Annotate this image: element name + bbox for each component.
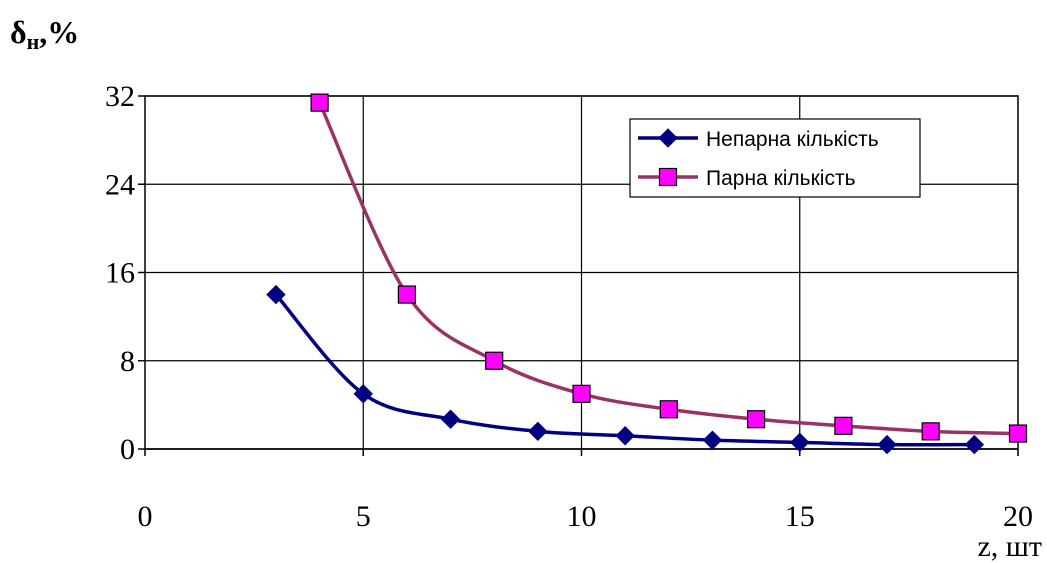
data-point <box>528 421 548 442</box>
data-point <box>572 384 591 403</box>
data-point <box>615 426 635 446</box>
data-point <box>790 432 810 453</box>
y-tick-label: 8 <box>120 345 135 378</box>
y-axis-title-symbol: δ <box>10 14 27 50</box>
series-2 <box>310 93 1028 443</box>
data-point <box>440 409 461 429</box>
data-point <box>353 384 373 404</box>
legend: Непарна кількість Парна кількість <box>629 118 921 198</box>
series-1 <box>266 284 985 455</box>
y-tick-label: 0 <box>120 433 135 466</box>
y-axis-title-suffix: ,% <box>39 14 79 50</box>
y-axis-title-subscript: н <box>27 29 40 54</box>
legend-marker <box>658 128 678 148</box>
data-point <box>877 434 897 455</box>
y-axis-title: δн,% <box>10 14 79 54</box>
y-tick-label: 32 <box>105 80 135 113</box>
y-tick-label: 24 <box>105 168 135 201</box>
data-point <box>659 400 678 419</box>
x-tick-label: 10 <box>567 500 597 533</box>
data-point <box>310 93 329 112</box>
legend-item-1: Непарна кількість <box>638 128 879 151</box>
data-point <box>964 434 985 455</box>
legend-box <box>629 118 921 198</box>
x-tick-label: 5 <box>356 500 371 533</box>
x-tick-label: 0 <box>138 500 153 533</box>
x-tick-label: 20 <box>1003 500 1033 533</box>
x-axis-title: z, шт <box>977 530 1042 563</box>
axes: 0 8 16 24 32 0 5 10 15 20 <box>105 80 1033 533</box>
data-point <box>266 284 286 305</box>
data-point <box>702 430 723 450</box>
data-point <box>834 416 853 435</box>
legend-label: Непарна кількість <box>706 128 879 151</box>
data-point <box>485 351 504 370</box>
y-tick-label: 16 <box>105 257 135 290</box>
series-line <box>274 293 975 447</box>
data-point <box>746 410 766 429</box>
data-point <box>1008 424 1028 443</box>
series-layer <box>266 93 1028 455</box>
legend-item-2: Парна кількість <box>638 167 856 190</box>
legend-label: Парна кількість <box>706 167 856 190</box>
x-tick-label: 15 <box>785 500 815 533</box>
legend-marker <box>658 167 678 187</box>
data-point <box>921 422 940 441</box>
data-point <box>397 285 416 304</box>
